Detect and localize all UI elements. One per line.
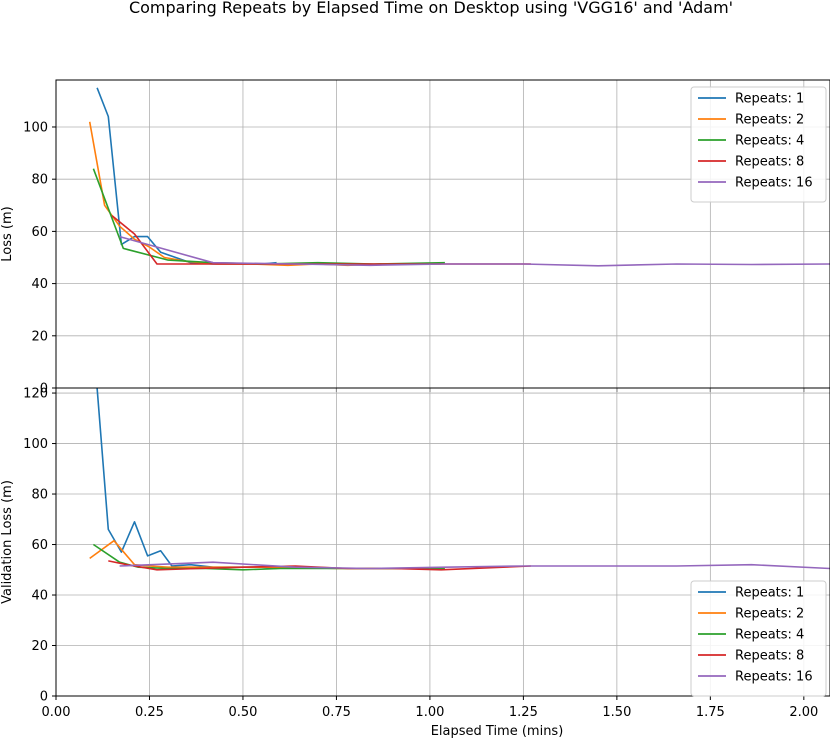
- series-line-repeats-16: [119, 561, 830, 570]
- x-tick-label: 1.75: [696, 705, 725, 720]
- y-axis-label: Validation Loss (m): [0, 480, 15, 604]
- figure-title: Comparing Repeats by Elapsed Time on Des…: [129, 0, 733, 17]
- legend-entry: Repeats: 4: [735, 628, 804, 643]
- y-tick-label: 40: [31, 277, 48, 292]
- legend-entry: Repeats: 1: [735, 586, 804, 601]
- legend-entry: Repeats: 2: [735, 607, 804, 622]
- plot-area: [88, 87, 830, 267]
- legend: Repeats: 1 Repeats: 2 Repeats: 4 Repeats: 8…: [690, 86, 827, 203]
- y-tick-label: 20: [31, 329, 48, 344]
- series-line-repeats-16: [119, 235, 830, 267]
- x-tick-label: 1.50: [602, 705, 631, 720]
- x-tick-label: 1.25: [509, 705, 538, 720]
- legend-entry: Repeats: 1: [735, 92, 804, 107]
- x-tick-label: 0.50: [228, 705, 257, 720]
- legend-entry: Repeats: 8: [735, 649, 804, 664]
- legend-entry: Repeats: 16: [735, 176, 813, 191]
- series-line-repeats-1: [96, 388, 277, 570]
- y-tick-label: 60: [31, 538, 48, 553]
- legend-entry: Repeats: 2: [735, 113, 804, 128]
- x-tick-label: 0.25: [135, 705, 164, 720]
- y-tick-label: 80: [31, 173, 48, 188]
- y-tick-label: 80: [31, 488, 48, 503]
- y-tick-label: 120: [23, 387, 48, 402]
- legend-entry: Repeats: 16: [735, 670, 813, 685]
- y-tick-label: 100: [23, 120, 48, 135]
- y-tick-label: 0: [40, 690, 48, 705]
- legend-entry: Repeats: 8: [735, 155, 804, 170]
- x-tick-label: 1.00: [415, 705, 444, 720]
- validation-loss-panel: 0 20 40 60 80 100 120 0.00 0.25 0.50 0.75 1.00 1.25 1…: [0, 387, 830, 739]
- loss-panel: 0 20 40 60 80 100 Loss (m) Repeats: 1 Repeats: 2…: [0, 79, 830, 397]
- axes-frame: [55, 387, 830, 697]
- x-axis-label: Elapsed Time (mins): [431, 724, 564, 739]
- legend-box: [690, 580, 827, 697]
- series-line-repeats-8: [108, 560, 531, 571]
- x-tick-label: 0.00: [42, 705, 71, 720]
- y-tick-label: 60: [31, 225, 48, 240]
- y-tick-label: 20: [31, 639, 48, 654]
- y-axis-label: Loss (m): [0, 206, 15, 261]
- y-tick-label: 100: [23, 437, 48, 452]
- y-tick-label: 40: [31, 589, 48, 604]
- legend-box: [690, 86, 827, 203]
- x-tick-label: 0.75: [322, 705, 351, 720]
- y-tick-label: 0: [40, 382, 48, 397]
- legend: Repeats: 1 Repeats: 2 Repeats: 4 Repeats: 8…: [690, 580, 827, 697]
- plot-area: [89, 388, 830, 571]
- x-tick-label: 2.00: [789, 705, 818, 720]
- legend-entry: Repeats: 4: [735, 134, 804, 149]
